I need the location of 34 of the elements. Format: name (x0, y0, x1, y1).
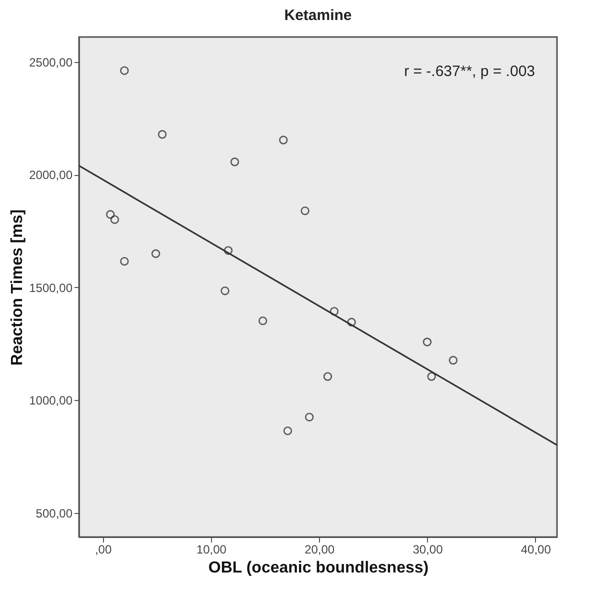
x-axis-title: OBL (oceanic boundlesness) (208, 560, 429, 576)
x-tick-label: 30,00 (412, 542, 444, 556)
y-tick-label: 2500,00 (29, 56, 73, 70)
y-tick-label: 1500,00 (29, 280, 73, 295)
y-tick-label: 500,00 (36, 506, 73, 520)
point (279, 136, 288, 144)
point (448, 356, 458, 365)
point (347, 318, 356, 327)
x-tick-label: 10,00 (196, 542, 227, 556)
point (151, 249, 160, 258)
y-tick-label: 1000,00 (29, 394, 73, 408)
point (283, 426, 292, 436)
point (304, 412, 314, 422)
point (110, 215, 120, 224)
point (158, 130, 167, 139)
y-tick-label: 2000,00 (29, 168, 73, 182)
annotation: r = -.637**, p = .003 (404, 63, 535, 80)
x-tick-label: 40,00 (520, 542, 552, 556)
point (120, 66, 129, 75)
point (220, 286, 230, 296)
point (300, 206, 310, 216)
y-axis-title: Reaction Times [ms] (9, 209, 26, 366)
point (427, 372, 436, 381)
point (323, 372, 332, 381)
point (330, 306, 339, 316)
point (120, 256, 129, 266)
point (224, 246, 233, 255)
x-tick-label: ,00 (94, 542, 112, 556)
point (258, 316, 268, 326)
point (106, 210, 115, 219)
x-tick-label: 20,00 (304, 542, 335, 556)
point (230, 158, 240, 166)
chart-title: Ketamine (284, 7, 352, 24)
point (422, 338, 432, 346)
